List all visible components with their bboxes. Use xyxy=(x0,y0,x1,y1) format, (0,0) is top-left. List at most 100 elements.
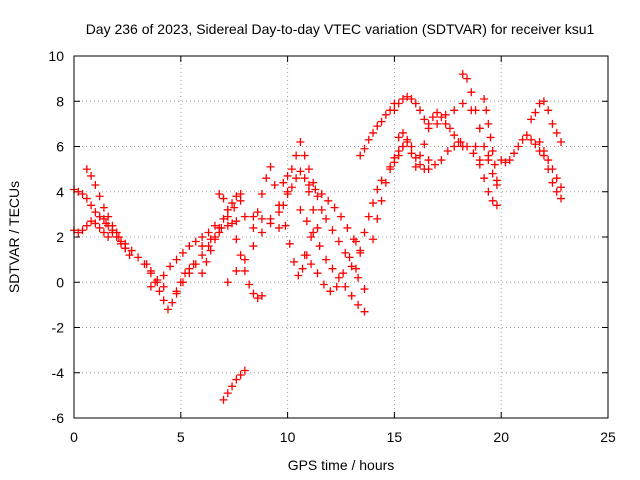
data-point xyxy=(345,253,354,262)
data-point xyxy=(360,285,369,294)
x-tick-label: 15 xyxy=(387,429,403,445)
y-tick-label: 4 xyxy=(56,184,64,200)
data-point xyxy=(394,99,403,108)
data-point xyxy=(172,255,181,264)
data-point xyxy=(232,235,241,244)
data-point xyxy=(78,226,87,235)
data-point xyxy=(390,158,399,167)
data-point xyxy=(219,194,228,203)
data-point xyxy=(354,273,363,282)
data-point xyxy=(266,162,275,171)
data-point xyxy=(204,228,213,237)
data-point xyxy=(298,264,307,273)
data-point xyxy=(527,135,536,144)
data-point xyxy=(369,128,378,137)
data-point xyxy=(443,147,452,156)
data-point xyxy=(236,190,245,199)
data-point xyxy=(360,144,369,153)
series-arc-20 xyxy=(322,214,369,294)
x-tick-label: 20 xyxy=(493,429,509,445)
data-point xyxy=(287,183,296,192)
series-arc-03 xyxy=(82,165,134,260)
data-point xyxy=(557,194,566,203)
data-point xyxy=(202,257,211,266)
data-point xyxy=(309,205,318,214)
data-point xyxy=(341,282,350,291)
data-point xyxy=(108,226,117,235)
data-point xyxy=(134,253,143,262)
y-tick-label: 8 xyxy=(56,93,64,109)
data-point xyxy=(206,235,215,244)
data-point xyxy=(281,221,290,230)
data-point xyxy=(300,174,309,183)
data-point xyxy=(307,233,316,241)
data-point xyxy=(456,137,465,146)
data-point xyxy=(433,108,442,117)
data-point xyxy=(104,212,113,221)
data-point xyxy=(146,269,155,278)
x-tick-label: 5 xyxy=(177,429,185,445)
data-point xyxy=(360,307,369,316)
data-point xyxy=(514,142,523,151)
series-arc-28 xyxy=(424,137,484,174)
data-point xyxy=(535,137,544,146)
data-point xyxy=(313,192,322,201)
series-arc-32 xyxy=(480,94,499,169)
data-point xyxy=(424,156,433,165)
data-point xyxy=(557,137,566,146)
data-point xyxy=(445,124,454,133)
data-point xyxy=(471,142,480,151)
data-point xyxy=(315,242,324,251)
series-arc-22 xyxy=(356,99,399,160)
data-point xyxy=(287,165,296,174)
data-point xyxy=(82,221,91,230)
data-point xyxy=(228,199,237,208)
data-point xyxy=(304,187,313,196)
data-point xyxy=(74,187,83,196)
data-point xyxy=(518,135,527,144)
data-point xyxy=(257,228,266,237)
data-point xyxy=(328,226,337,235)
data-point xyxy=(394,133,403,142)
data-point xyxy=(313,269,322,278)
series-arc-30 xyxy=(458,70,501,189)
data-point xyxy=(326,287,335,296)
data-point xyxy=(531,108,540,117)
data-point xyxy=(416,106,425,115)
data-point xyxy=(215,228,224,237)
data-point xyxy=(373,185,382,194)
data-point xyxy=(232,217,241,226)
data-point xyxy=(360,228,369,237)
data-point xyxy=(510,149,519,158)
data-point xyxy=(552,187,561,196)
data-point xyxy=(249,242,258,251)
series-arc-07 xyxy=(172,196,245,296)
data-point xyxy=(311,185,320,194)
data-point xyxy=(257,190,266,199)
data-point xyxy=(99,228,108,237)
y-tick-label: -2 xyxy=(52,320,65,336)
data-point xyxy=(309,178,318,187)
y-axis-label: SDTVAR / TECUs xyxy=(6,181,22,293)
series-arc-10 xyxy=(219,366,249,404)
data-point xyxy=(300,151,309,160)
data-point xyxy=(279,201,288,210)
data-point xyxy=(95,223,104,232)
series-arc-24 xyxy=(390,92,433,133)
data-point xyxy=(191,237,200,246)
data-point xyxy=(198,242,207,251)
data-point xyxy=(394,151,403,160)
data-point xyxy=(112,228,121,237)
data-point xyxy=(535,99,544,108)
data-point xyxy=(330,203,339,212)
data-point xyxy=(91,180,100,189)
data-point xyxy=(223,212,232,221)
data-point xyxy=(420,140,429,149)
data-point xyxy=(155,287,164,296)
chart-title: Day 236 of 2023, Sidereal Day-to-day VTE… xyxy=(86,21,595,37)
data-point xyxy=(236,251,245,260)
data-point xyxy=(240,366,249,375)
data-point xyxy=(292,174,301,183)
data-point xyxy=(398,128,407,137)
